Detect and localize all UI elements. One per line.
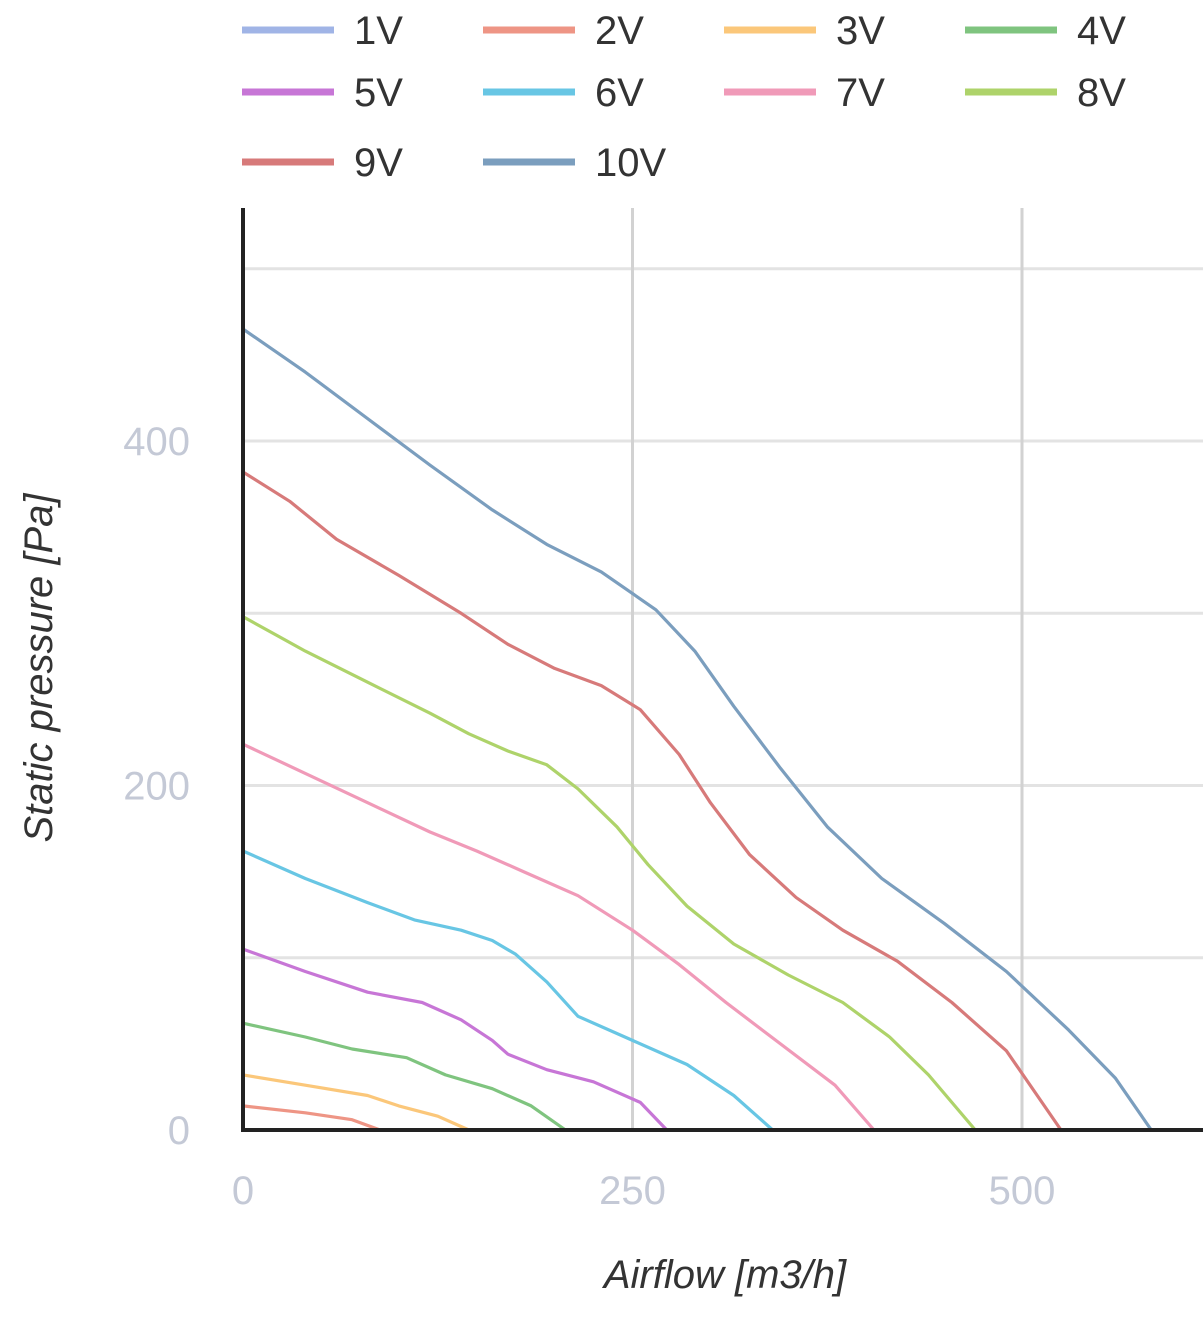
legend-label: 7V [836, 71, 885, 115]
series-line-4V [241, 1021, 568, 1132]
series-line-3V [241, 1073, 471, 1132]
x-axis-title: Airflow [m3/h] [602, 1253, 847, 1297]
y-tick-label: 200 [123, 765, 190, 809]
legend-item-6V[interactable]: 6V [483, 71, 644, 115]
x-tick-label: 250 [599, 1169, 666, 1213]
tick-labels: 0 250 500 0 200 400 [123, 420, 1055, 1213]
legend-label: 5V [354, 71, 403, 115]
plot-lines [241, 327, 1153, 1132]
series-line-5V [241, 947, 669, 1132]
legend-label: 9V [354, 141, 403, 185]
legend-item-3V[interactable]: 3V [724, 9, 885, 53]
legend-label: 6V [595, 71, 644, 115]
legend-item-8V[interactable]: 8V [965, 71, 1126, 115]
legend-label: 10V [595, 141, 666, 185]
legend-item-7V[interactable]: 7V [724, 71, 885, 115]
x-tick-label: 0 [232, 1169, 254, 1213]
legend-item-1V[interactable]: 1V [242, 9, 403, 53]
y-tick-label: 0 [168, 1109, 190, 1153]
y-axis-title: Static pressure [Pa] [17, 493, 61, 843]
x-tick-label: 500 [989, 1169, 1056, 1213]
series-line-6V [241, 849, 775, 1132]
series-line-7V [241, 742, 876, 1132]
legend-label: 8V [1077, 71, 1126, 115]
legend-item-4V[interactable]: 4V [965, 9, 1126, 53]
legend-label: 3V [836, 9, 885, 53]
series-line-8V [241, 615, 977, 1132]
grid [243, 208, 1203, 1130]
legend-item-9V[interactable]: 9V [242, 141, 403, 185]
legend-item-5V[interactable]: 5V [242, 71, 403, 115]
legend-label: 4V [1077, 9, 1126, 53]
legend: 1V 2V 3V 4V 5V 6V 7V 8V 9V 10V [242, 9, 1126, 185]
legend-item-10V[interactable]: 10V [483, 141, 666, 185]
axes [241, 208, 1203, 1132]
series-line-2V [241, 1104, 382, 1132]
y-tick-label: 400 [123, 420, 190, 464]
legend-item-2V[interactable]: 2V [483, 9, 644, 53]
legend-label: 1V [354, 9, 403, 53]
series-line-10V [241, 327, 1153, 1132]
series-line-9V [241, 470, 1063, 1132]
legend-label: 2V [595, 9, 644, 53]
